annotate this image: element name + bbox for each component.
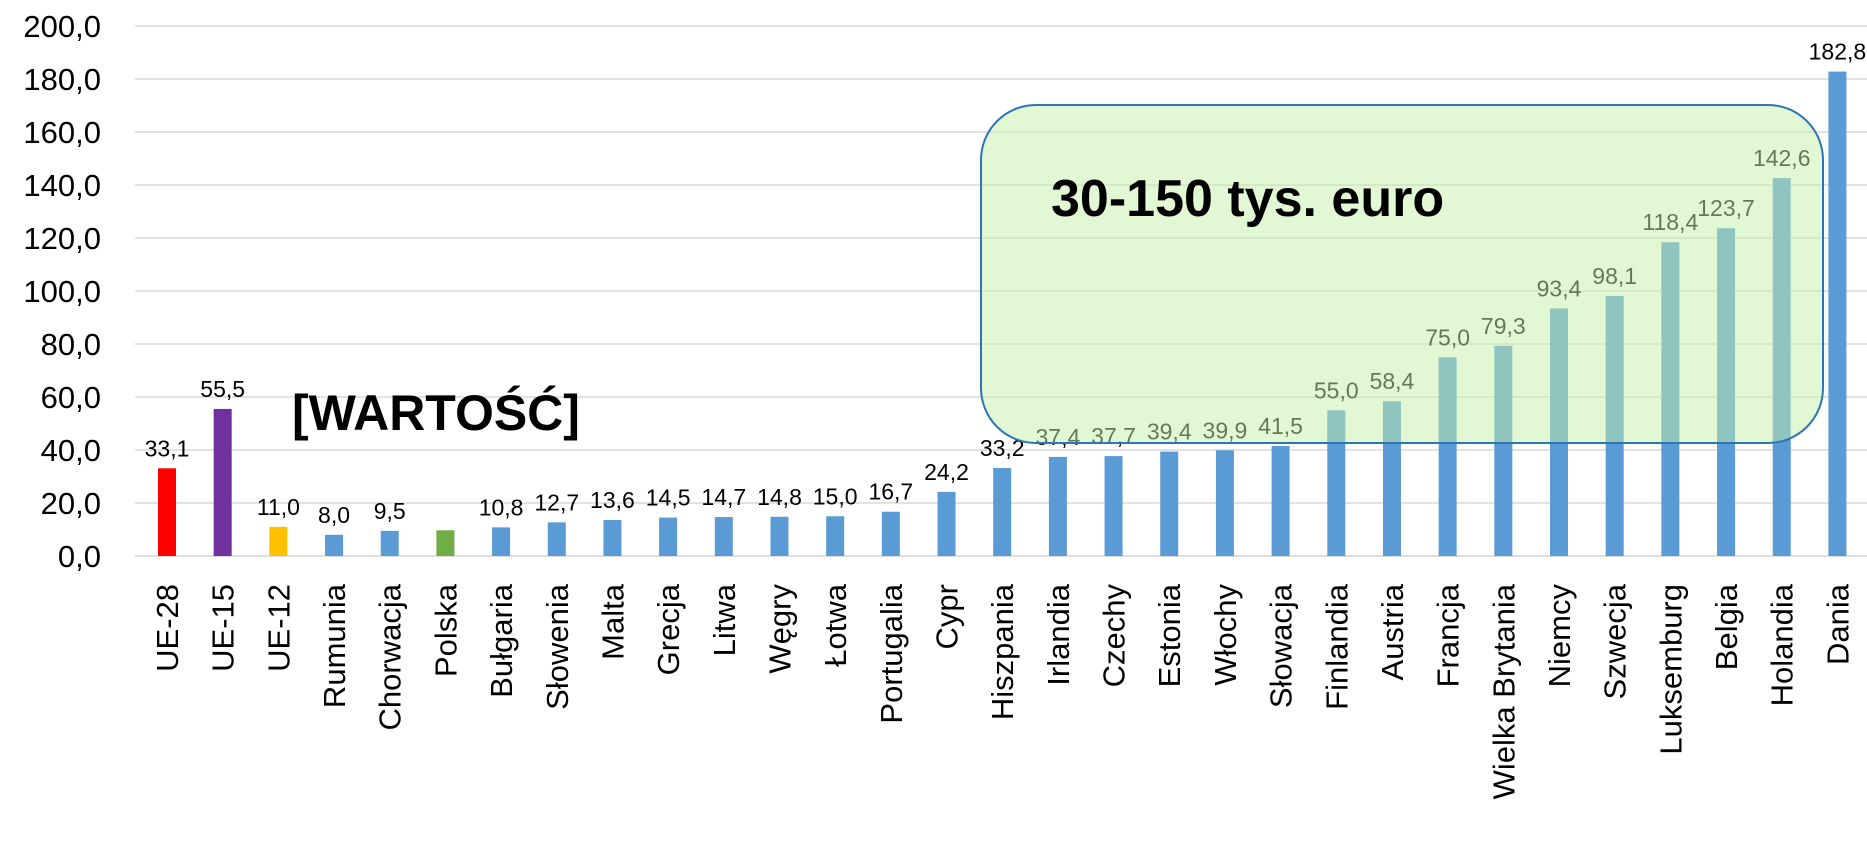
value-label: 55,5: [200, 376, 245, 402]
x-tick-label: Szwecja: [1598, 583, 1633, 699]
y-tick-label: 0,0: [58, 539, 101, 574]
bar: [269, 526, 288, 556]
x-tick-label: Polska: [428, 583, 463, 677]
bar: [937, 491, 956, 556]
y-tick-label: 60,0: [41, 380, 101, 415]
y-tick-label: 100,0: [23, 274, 101, 309]
x-tick-label: Austria: [1375, 583, 1410, 680]
x-tick-label: Łotwa: [818, 583, 853, 666]
x-tick-label: Rumunia: [317, 583, 352, 708]
bar: [1215, 450, 1234, 556]
x-tick-label: Estonia: [1152, 583, 1187, 687]
value-label: 182,8: [1809, 39, 1867, 65]
x-tick-label: UE-15: [206, 584, 241, 672]
value-label: 14,7: [701, 484, 746, 510]
bar: [325, 534, 344, 556]
value-label: 8,0: [318, 502, 350, 528]
value-label: 24,2: [924, 459, 969, 485]
x-tick-label: Cypr: [930, 584, 965, 649]
value-label: 14,5: [646, 485, 691, 511]
x-tick-label: Włochy: [1208, 584, 1243, 686]
value-label: 9,5: [374, 498, 406, 524]
bar: [1828, 71, 1847, 556]
bar: [770, 516, 789, 556]
bar: [714, 517, 733, 556]
bar: [547, 522, 566, 556]
bar: [826, 516, 845, 556]
x-tick-label: UE-12: [261, 584, 296, 672]
annotation: 30-150 tys. euro: [1051, 170, 1444, 228]
x-tick-label: Grecja: [651, 583, 686, 675]
x-tick-label: Słowacja: [1264, 583, 1299, 708]
x-tick-label: Irlandia: [1041, 583, 1076, 685]
x-tick-label: Malta: [595, 583, 630, 660]
value-label: 11,0: [257, 494, 300, 520]
value-label: 33,1: [145, 435, 190, 461]
y-tick-label: 140,0: [23, 168, 101, 203]
x-tick-label: Belgia: [1709, 583, 1744, 670]
value-label: 12,7: [534, 489, 579, 515]
value-label: 15,0: [813, 483, 858, 509]
x-tick-label: Bułgaria: [484, 583, 519, 697]
value-label: 16,7: [868, 479, 913, 505]
y-tick-label: 20,0: [41, 486, 101, 521]
bar: [158, 468, 176, 556]
y-tick-label: 200,0: [23, 9, 101, 44]
x-tick-label: Portugalia: [874, 583, 909, 723]
value-label: 10,8: [479, 494, 524, 520]
x-tick-label: Luksemburg: [1653, 584, 1688, 755]
value-label: 14,8: [757, 484, 802, 510]
x-tick-label: Litwa: [707, 583, 742, 656]
x-tick-label: Hiszpania: [985, 583, 1020, 720]
bar: [380, 530, 399, 556]
bar: [1327, 410, 1346, 556]
x-tick-label: Holandia: [1765, 583, 1800, 706]
y-tick-label: 40,0: [41, 433, 101, 468]
y-tick-label: 180,0: [23, 62, 101, 97]
bar: [1271, 446, 1290, 556]
x-tick-label: Francja: [1431, 583, 1466, 687]
annotation: [WARTOŚĆ]: [292, 385, 580, 441]
bar: [603, 519, 622, 556]
bar: [1104, 456, 1123, 556]
x-tick-label: Węgry: [762, 584, 797, 674]
bar: [213, 408, 232, 556]
value-label: 13,6: [590, 487, 635, 513]
y-tick-label: 160,0: [23, 115, 101, 150]
y-tick-label: 80,0: [41, 327, 101, 362]
bar: [1160, 451, 1179, 556]
bar: [436, 530, 455, 556]
y-tick-label: 120,0: [23, 221, 101, 256]
x-tick-label: Finlandia: [1319, 583, 1354, 710]
x-tick-label: Słowenia: [540, 583, 575, 710]
bar: [492, 527, 511, 556]
bar: [881, 511, 900, 556]
x-tick-label: UE-28: [150, 584, 185, 672]
x-tick-label: Wielka Brytania: [1486, 583, 1521, 799]
bar: [659, 517, 678, 556]
x-tick-label: Czechy: [1097, 584, 1132, 688]
x-tick-label: Dania: [1820, 583, 1855, 665]
x-tick-label: Niemcy: [1542, 584, 1577, 688]
bar: [993, 468, 1012, 556]
bar: [1048, 456, 1067, 556]
x-tick-label: Chorwacja: [373, 583, 408, 730]
annotation-box: [980, 104, 1824, 444]
